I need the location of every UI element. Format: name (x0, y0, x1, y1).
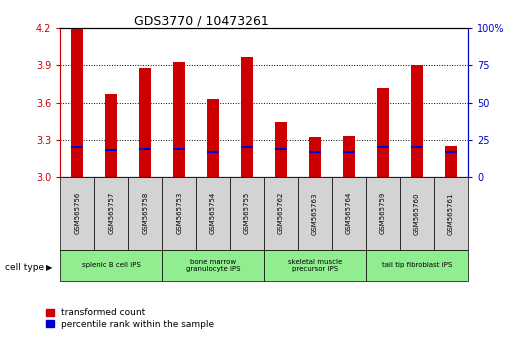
Bar (264, 250, 366, 281)
Bar (377, 146, 389, 148)
Bar (343, 150, 355, 153)
Bar (366, 250, 468, 281)
Bar (377, 88, 389, 177)
Bar (71, 146, 83, 148)
Text: GSM565759: GSM565759 (380, 192, 386, 234)
Text: GSM565760: GSM565760 (414, 192, 420, 235)
Bar (298, 177, 332, 250)
Text: GSM565756: GSM565756 (74, 192, 80, 234)
Bar (207, 150, 219, 153)
Text: cell type: cell type (5, 263, 44, 272)
Bar (241, 57, 253, 177)
Bar (207, 99, 219, 177)
Bar (400, 177, 434, 250)
Bar (434, 177, 468, 250)
Text: ▶: ▶ (46, 263, 52, 272)
Text: GSM565763: GSM565763 (312, 192, 318, 235)
Text: GSM565761: GSM565761 (448, 192, 454, 235)
Bar (445, 150, 457, 153)
Text: GSM565754: GSM565754 (210, 192, 216, 234)
Bar (105, 94, 117, 177)
Bar (173, 148, 185, 150)
Bar (60, 250, 162, 281)
Bar (94, 177, 128, 250)
Bar (309, 150, 321, 153)
Bar (343, 136, 355, 177)
Legend: transformed count, percentile rank within the sample: transformed count, percentile rank withi… (47, 308, 214, 329)
Bar (241, 146, 253, 148)
Text: splenic B cell iPS: splenic B cell iPS (82, 263, 141, 268)
Bar (309, 137, 321, 177)
Text: GSM565753: GSM565753 (176, 192, 182, 234)
Bar (71, 28, 83, 177)
Bar (332, 177, 366, 250)
Bar (162, 250, 264, 281)
Text: bone marrow
granulocyte iPS: bone marrow granulocyte iPS (186, 259, 241, 272)
Bar (411, 146, 423, 148)
Bar (445, 146, 457, 177)
Bar (128, 177, 162, 250)
Text: GDS3770 / 10473261: GDS3770 / 10473261 (133, 14, 268, 27)
Bar (411, 65, 423, 177)
Bar (196, 177, 230, 250)
Bar (366, 177, 400, 250)
Bar (105, 149, 117, 152)
Text: GSM565755: GSM565755 (244, 192, 250, 234)
Bar (173, 62, 185, 177)
Bar (162, 177, 196, 250)
Bar (264, 177, 298, 250)
Text: GSM565757: GSM565757 (108, 192, 114, 234)
Bar (275, 122, 287, 177)
Text: GSM565762: GSM565762 (278, 192, 284, 234)
Bar (230, 177, 264, 250)
Bar (139, 68, 151, 177)
Bar (275, 148, 287, 150)
Text: skeletal muscle
precursor iPS: skeletal muscle precursor iPS (288, 259, 342, 272)
Text: GSM565764: GSM565764 (346, 192, 352, 234)
Text: tail tip fibroblast iPS: tail tip fibroblast iPS (382, 263, 452, 268)
Bar (60, 177, 94, 250)
Bar (139, 148, 151, 150)
Text: GSM565758: GSM565758 (142, 192, 148, 234)
